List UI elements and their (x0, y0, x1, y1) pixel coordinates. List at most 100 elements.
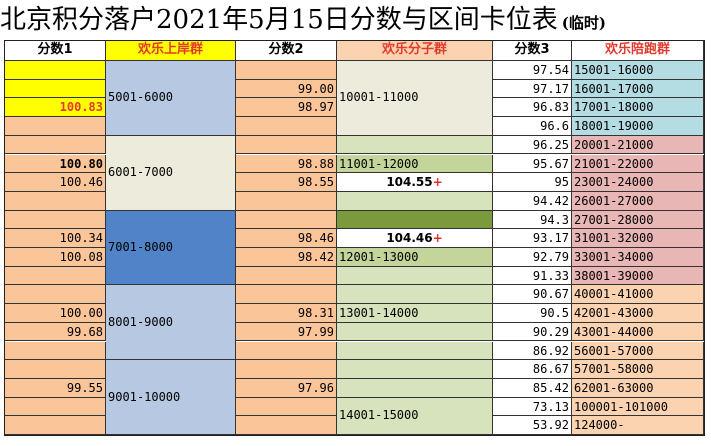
header-group-fenzi-text: 欢乐分子群 (381, 42, 447, 57)
score1-cell-text: 99.55 (66, 380, 103, 395)
score3-cell-text: 86.92 (532, 343, 569, 358)
range-block-shangan: 7001-8000 (106, 210, 236, 286)
range-peipao-cell: 31001-32000 (572, 229, 704, 248)
score1-cell-text: 99.68 (66, 324, 103, 339)
score2-cell (236, 61, 337, 80)
score3-cell: 94.3 (493, 210, 572, 230)
score2-cell-text: 98.55 (297, 175, 334, 190)
score2-cell (236, 210, 337, 230)
score3-cell: 97.17 (493, 79, 572, 99)
score3-cell: 90.29 (493, 322, 572, 342)
score2-cell-text: 98.88 (297, 156, 334, 171)
range-fenzi-cell-text: 12001-13000 (339, 250, 419, 264)
range-peipao-cell: 100001-101000 (572, 397, 704, 417)
score1-cell: 100.46 (5, 173, 106, 192)
score3-cell-text: 95.67 (532, 156, 569, 171)
score3-cell: 92.79 (493, 248, 572, 267)
score1-cell-text: 100.80 (59, 156, 103, 171)
range-block-fenzi-text: 10001-11000 (339, 90, 419, 105)
score2-cell: 99.00 (236, 79, 337, 99)
score2-cell: 98.88 (236, 154, 337, 174)
range-peipao-cell: 15001-16000 (572, 61, 704, 80)
score3-cell-text: 96.25 (532, 137, 569, 152)
score3-cell: 90.67 (493, 285, 572, 305)
score1-cell: 100.08 (5, 248, 106, 267)
score2-cell: 98.42 (236, 248, 337, 267)
score1-cell-text: 100.34 (59, 231, 103, 246)
range-block-shangan: 9001-10000 (106, 360, 236, 435)
score2-cell-text: 98.97 (297, 100, 334, 115)
fenzi-cell (337, 135, 493, 155)
score1-cell: 100.80 (5, 154, 106, 174)
score3-cell: 91.33 (493, 266, 572, 286)
range-peipao-cell: 20001-21000 (572, 135, 704, 155)
score2-cell (236, 285, 337, 305)
range-peipao-cell-text: 18001-19000 (574, 119, 654, 134)
score2-cell-text: 97.96 (297, 380, 334, 395)
score2-cell (236, 397, 337, 417)
fenzi-special-score: 104.55+ (337, 173, 493, 192)
score1-cell: 100.34 (5, 229, 106, 248)
fenzi-cell (337, 360, 493, 379)
score1-cell (5, 341, 106, 361)
range-peipao-cell-text: 100001-101000 (574, 399, 668, 414)
score1-cell: 100.83 (5, 98, 106, 118)
score3-cell: 85.42 (493, 378, 572, 398)
score3-cell-text: 90.5 (540, 306, 569, 321)
range-block-shangan-text: 8001-9000 (108, 314, 174, 329)
header-score3-text: 分数3 (514, 42, 550, 57)
score3-cell-text: 96.83 (532, 100, 569, 115)
score1-cell (5, 135, 106, 155)
score2-cell-text: 98.46 (297, 231, 334, 246)
range-block-fenzi: 10001-11000 (337, 61, 493, 136)
range-peipao-cell-text: 57001-58000 (574, 362, 654, 377)
score3-cell: 95.67 (493, 154, 572, 174)
range-fenzi-cell: 13001-14000 (337, 304, 493, 323)
score3-cell-text: 92.79 (532, 250, 569, 264)
plus-mark: + (432, 231, 443, 246)
range-peipao-cell-text: 20001-21000 (574, 137, 654, 152)
header-group-fenzi: 欢乐分子群 (337, 41, 493, 61)
fenzi-special-score-text: 104.55 (386, 175, 433, 190)
fenzi-special-score: 104.46+ (337, 229, 493, 248)
score2-cell: 97.99 (236, 322, 337, 342)
score3-cell: 96.25 (493, 135, 572, 155)
range-fenzi-cell: 11001-12000 (337, 154, 493, 174)
score3-cell-text: 96.6 (540, 119, 569, 134)
fenzi-cell (337, 210, 493, 230)
header-score3: 分数3 (493, 41, 572, 61)
score3-cell: 53.92 (493, 416, 572, 435)
score3-cell: 73.13 (493, 397, 572, 417)
header-score1-text: 分数1 (37, 42, 73, 57)
range-fenzi-cell: 12001-13000 (337, 248, 493, 267)
range-block-shangan-text: 5001-6000 (108, 90, 174, 105)
fenzi-cell (337, 322, 493, 342)
range-block-shangan: 5001-6000 (106, 61, 236, 136)
score2-cell (236, 266, 337, 286)
fenzi-cell (337, 378, 493, 398)
range-peipao-cell-text: 26001-27000 (574, 193, 654, 208)
score3-cell: 94.42 (493, 191, 572, 211)
score1-cell-text: 100.46 (59, 175, 103, 190)
range-peipao-cell-text: 56001-57000 (574, 343, 654, 358)
score3-cell-text: 91.33 (532, 268, 569, 283)
score2-cell (236, 416, 337, 435)
score3-cell-text: 73.13 (532, 399, 569, 414)
score1-cell (5, 360, 106, 379)
range-peipao-cell-text: 31001-32000 (574, 231, 654, 246)
range-peipao-cell: 21001-22000 (572, 154, 704, 174)
score3-cell-text: 97.17 (532, 81, 569, 96)
score1-cell (5, 61, 106, 80)
score2-cell (236, 341, 337, 361)
score3-cell: 97.54 (493, 61, 572, 80)
header-score2-text: 分数2 (268, 42, 304, 57)
score1-cell (5, 79, 106, 99)
score1-cell (5, 210, 106, 230)
range-peipao-cell: 42001-43000 (572, 304, 704, 323)
range-peipao-cell-text: 23001-24000 (574, 175, 654, 190)
score2-cell-text: 97.99 (297, 324, 334, 339)
score3-cell-text: 90.67 (532, 287, 569, 302)
range-peipao-cell-text: 33001-34000 (574, 250, 654, 264)
range-fenzi-cell-text: 13001-14000 (339, 306, 419, 321)
score2-cell: 98.97 (236, 98, 337, 118)
